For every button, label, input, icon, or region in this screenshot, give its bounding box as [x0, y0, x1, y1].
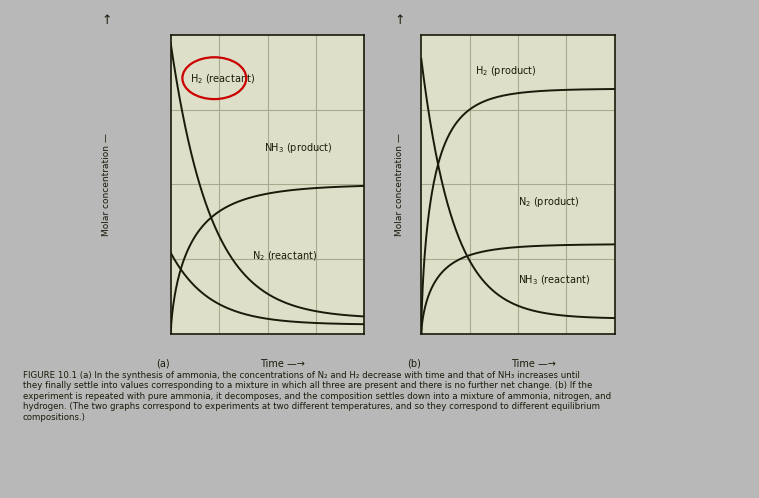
Text: N$_2$ (reactant): N$_2$ (reactant) — [252, 249, 317, 263]
Text: Molar concentration —: Molar concentration — — [102, 133, 111, 236]
Text: H$_2$ (reactant): H$_2$ (reactant) — [190, 73, 255, 87]
Text: Time —→: Time —→ — [511, 359, 556, 369]
Text: (b): (b) — [407, 359, 420, 369]
Text: ↑: ↑ — [395, 14, 405, 27]
Text: (a): (a) — [156, 359, 170, 369]
Text: Molar concentration —: Molar concentration — — [395, 133, 405, 236]
Text: ↑: ↑ — [101, 14, 112, 27]
Text: FIGURE 10.1 (a) In the synthesis of ammonia, the concentrations of N₂ and H₂ dec: FIGURE 10.1 (a) In the synthesis of ammo… — [23, 371, 611, 422]
Text: N$_2$ (product): N$_2$ (product) — [518, 195, 580, 209]
Text: Time —→: Time —→ — [260, 359, 305, 369]
Text: H$_2$ (product): H$_2$ (product) — [475, 64, 537, 78]
Text: NH$_3$ (reactant): NH$_3$ (reactant) — [518, 273, 590, 287]
Text: NH$_3$ (product): NH$_3$ (product) — [263, 141, 332, 155]
